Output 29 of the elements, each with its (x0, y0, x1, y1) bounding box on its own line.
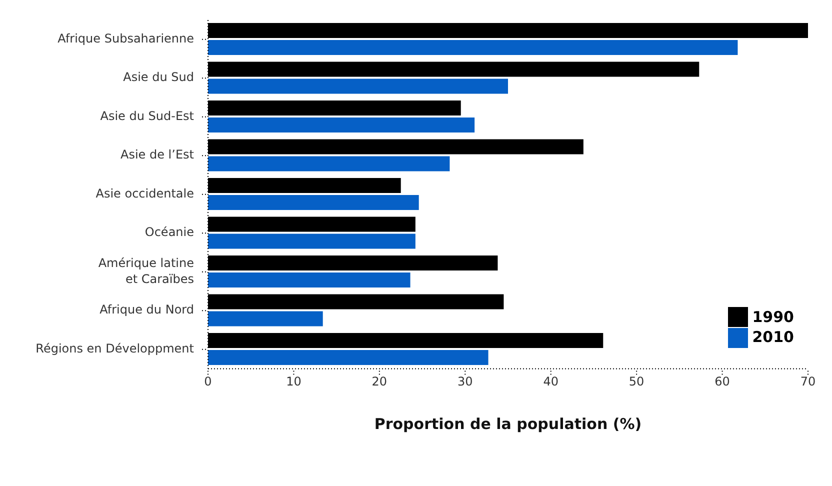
x-tick-label: 70 (800, 374, 816, 388)
legend-label: 2010 (752, 328, 794, 346)
y-tick-label: Asie du Sud-Est (100, 109, 194, 124)
x-tick-label: 50 (628, 374, 644, 388)
bar (208, 350, 488, 365)
x-axis-title: Proportion de la population (%) (374, 414, 642, 433)
bar (208, 40, 738, 55)
y-tick-label: Asie du Sud (123, 70, 194, 84)
bar (208, 156, 450, 172)
bar (208, 195, 419, 210)
y-tick-label: Régions en Développment (36, 342, 194, 356)
bar (208, 272, 410, 288)
x-tick-label: 40 (543, 374, 558, 388)
x-tick-label: 20 (372, 374, 388, 388)
x-tick-label: 30 (458, 374, 473, 388)
x-tick-label: 10 (286, 374, 302, 388)
bar (208, 78, 508, 94)
bar (208, 311, 323, 326)
y-tick-label: Amérique latine et Caraïbes (98, 256, 194, 286)
bar (208, 118, 475, 132)
y-tick-label: Afrique du Nord (100, 302, 194, 317)
legend-label: 1990 (752, 308, 794, 326)
x-tick-label: 0 (204, 374, 212, 388)
y-tick-label: Afrique Subsaharienne (58, 32, 194, 46)
bar (208, 234, 416, 249)
x-tick-label: 60 (714, 374, 730, 388)
y-tick-label: Asie occidentale (96, 186, 194, 201)
y-tick-label: Océanie (144, 225, 194, 240)
y-tick-label: Asie de l’Est (120, 148, 194, 162)
